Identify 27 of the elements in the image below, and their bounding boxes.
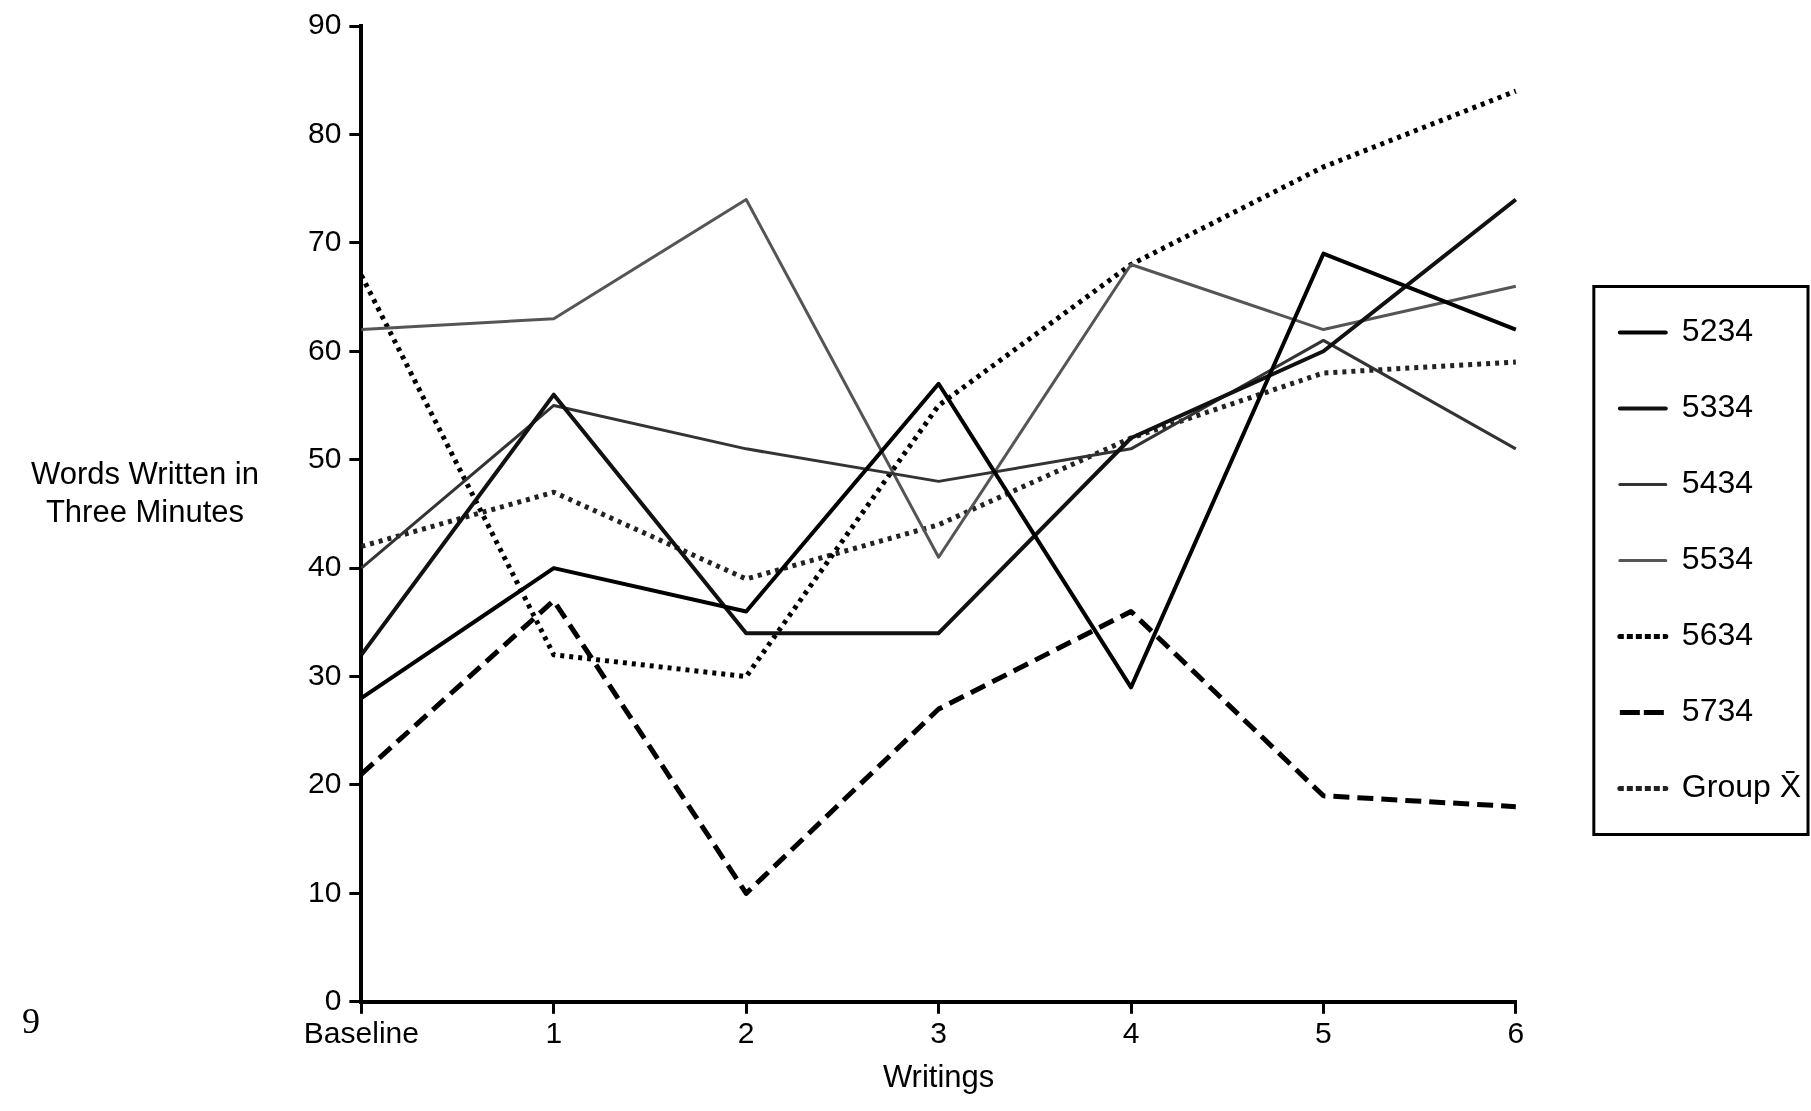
y-tick-label: 90	[307, 7, 342, 41]
y-tick-label: 0	[324, 983, 342, 1017]
y-tick-label: 80	[307, 115, 342, 149]
legend-label: 5234	[1681, 312, 1754, 349]
x-tick-label: 3	[930, 1016, 947, 1050]
x-tick-label: 1	[545, 1016, 563, 1050]
legend-label: Group X̄	[1681, 768, 1801, 805]
x-tick-label: 2	[737, 1016, 755, 1050]
x-tick-label: 5	[1315, 1016, 1332, 1050]
y-tick-label: 60	[307, 332, 342, 366]
text: 9	[22, 1000, 40, 1042]
legend-label: 5434	[1681, 464, 1754, 501]
y-axis-title: Words Written in Three Minutes	[30, 455, 260, 531]
y-tick-label: 50	[307, 440, 342, 474]
y-tick-label: 20	[307, 766, 342, 800]
legend-label: 5534	[1681, 540, 1754, 577]
legend-label: 5634	[1681, 616, 1754, 653]
legend-label: 5334	[1681, 388, 1754, 425]
y-tick-label: 40	[307, 549, 342, 583]
y-tick-label: 30	[307, 657, 342, 691]
x-tick-label: 4	[1122, 1016, 1140, 1050]
legend-label: 5734	[1681, 692, 1754, 729]
y-tick-label: 10	[307, 874, 342, 908]
x-tick-label: Baseline	[303, 1016, 419, 1050]
x-axis-title: Writings	[882, 1058, 995, 1094]
x-tick-label: 6	[1507, 1016, 1525, 1050]
y-tick-label: 70	[307, 224, 342, 258]
